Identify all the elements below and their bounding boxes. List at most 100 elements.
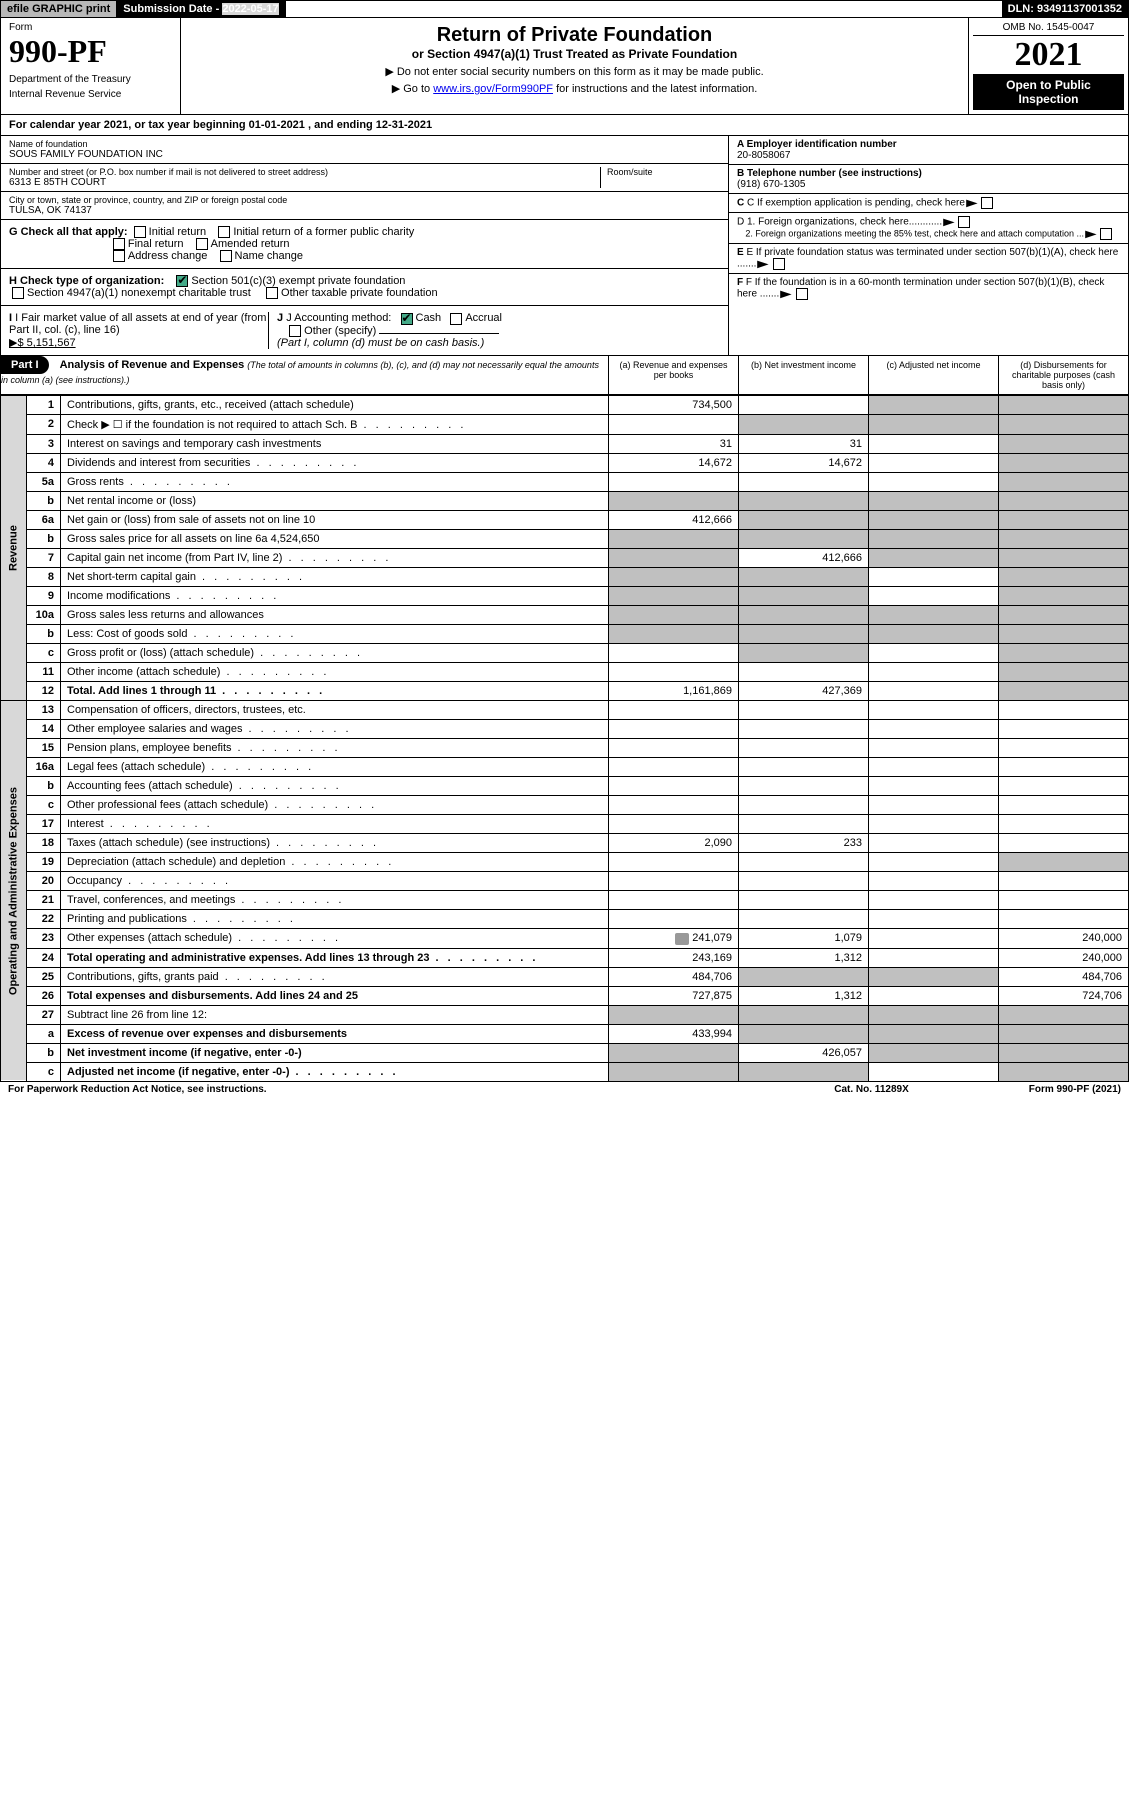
open-public: Open to Public Inspection xyxy=(973,74,1124,110)
value-cell-col-c xyxy=(869,853,999,872)
value-cell-col-a xyxy=(609,739,739,758)
e-terminated-row: E E If private foundation status was ter… xyxy=(729,244,1128,274)
address-change-check[interactable] xyxy=(113,250,125,262)
table-row: 6aNet gain or (loss) from sale of assets… xyxy=(1,511,1129,530)
calendar-year: For calendar year 2021, or tax year begi… xyxy=(0,115,1129,136)
value-cell-col-b xyxy=(739,777,869,796)
col-c-header: (c) Adjusted net income xyxy=(868,356,998,394)
phone-label: B Telephone number (see instructions) xyxy=(737,168,1120,179)
value-cell-col-c xyxy=(869,682,999,701)
value-cell-col-a xyxy=(609,777,739,796)
value-cell-col-c xyxy=(869,777,999,796)
value-cell-col-d xyxy=(999,853,1129,872)
line-number: b xyxy=(27,492,61,511)
table-row: aExcess of revenue over expenses and dis… xyxy=(1,1024,1129,1043)
form990pf-link[interactable]: www.irs.gov/Form990PF xyxy=(433,83,553,95)
phone-value: (918) 670-1305 xyxy=(737,179,1120,190)
value-cell-col-c xyxy=(869,1005,999,1024)
line-number: 11 xyxy=(27,663,61,682)
value-cell-col-c xyxy=(869,929,999,948)
line-description: Accounting fees (attach schedule) xyxy=(61,777,609,796)
value-cell-col-a xyxy=(609,720,739,739)
efile-label[interactable]: efile GRAPHIC print xyxy=(1,1,117,17)
value-cell-col-a xyxy=(609,644,739,663)
room-label: Room/suite xyxy=(607,167,720,177)
amended-return-check[interactable] xyxy=(196,238,208,250)
c-check[interactable] xyxy=(981,197,993,209)
city-label: City or town, state or province, country… xyxy=(9,195,720,205)
table-row: bNet investment income (if negative, ent… xyxy=(1,1043,1129,1062)
value-cell-col-c xyxy=(869,492,999,511)
line-number: 27 xyxy=(27,1005,61,1024)
d1-check[interactable] xyxy=(958,216,970,228)
line-description: Subtract line 26 from line 12: xyxy=(61,1005,609,1024)
e-check[interactable] xyxy=(773,258,785,270)
value-cell-col-c xyxy=(869,1024,999,1043)
accrual-check[interactable] xyxy=(450,313,462,325)
value-cell-col-a xyxy=(609,910,739,929)
value-cell-col-a xyxy=(609,1062,739,1081)
ein-label: A Employer identification number xyxy=(737,139,1120,150)
line-description: Gross profit or (loss) (attach schedule) xyxy=(61,644,609,663)
line-number: 18 xyxy=(27,834,61,853)
value-cell-col-d xyxy=(999,1062,1129,1081)
table-row: bNet rental income or (loss) xyxy=(1,492,1129,511)
value-cell-col-c xyxy=(869,701,999,720)
part1-title: Analysis of Revenue and Expenses xyxy=(60,359,245,371)
value-cell-col-b: 1,079 xyxy=(739,929,869,948)
value-cell-col-a: 727,875 xyxy=(609,986,739,1005)
value-cell-col-c xyxy=(869,625,999,644)
value-cell-col-d xyxy=(999,834,1129,853)
cash-check[interactable] xyxy=(401,313,413,325)
line-number: 22 xyxy=(27,910,61,929)
table-row: 17Interest xyxy=(1,815,1129,834)
value-cell-col-d xyxy=(999,511,1129,530)
value-cell-col-d xyxy=(999,473,1129,492)
value-cell-col-c xyxy=(869,549,999,568)
value-cell-col-c xyxy=(869,415,999,435)
attachment-icon[interactable] xyxy=(675,933,689,945)
info-block: Name of foundation SOUS FAMILY FOUNDATIO… xyxy=(0,136,1129,356)
value-cell-col-d xyxy=(999,777,1129,796)
value-cell-col-d xyxy=(999,492,1129,511)
other-taxable-check[interactable] xyxy=(266,287,278,299)
value-cell-col-d xyxy=(999,530,1129,549)
table-row: 22Printing and publications xyxy=(1,910,1129,929)
d2-check[interactable] xyxy=(1100,228,1112,240)
value-cell-col-a: 433,994 xyxy=(609,1024,739,1043)
other-method-check[interactable] xyxy=(289,325,301,337)
line-description: Gross rents xyxy=(61,473,609,492)
cat-number: Cat. No. 11289X xyxy=(834,1084,908,1095)
value-cell-col-b xyxy=(739,663,869,682)
line-description: Occupancy xyxy=(61,872,609,891)
name-change-check[interactable] xyxy=(220,250,232,262)
501c3-check[interactable] xyxy=(176,275,188,287)
form-header: Form 990-PF Department of the Treasury I… xyxy=(0,18,1129,115)
value-cell-col-d: 724,706 xyxy=(999,986,1129,1005)
street-address: 6313 E 85TH COURT xyxy=(9,177,600,188)
value-cell-col-d xyxy=(999,663,1129,682)
value-cell-col-a xyxy=(609,587,739,606)
initial-return-check[interactable] xyxy=(134,226,146,238)
line-number: 13 xyxy=(27,701,61,720)
form-title: Return of Private Foundation xyxy=(187,24,962,47)
line-description: Net short-term capital gain xyxy=(61,568,609,587)
revenue-side-label: Revenue xyxy=(1,396,27,701)
value-cell-col-b: 1,312 xyxy=(739,986,869,1005)
value-cell-col-b xyxy=(739,701,869,720)
initial-public-check[interactable] xyxy=(218,226,230,238)
value-cell-col-c xyxy=(869,473,999,492)
value-cell-col-d xyxy=(999,1024,1129,1043)
value-cell-col-d xyxy=(999,872,1129,891)
value-cell-col-c xyxy=(869,910,999,929)
final-return-check[interactable] xyxy=(113,238,125,250)
value-cell-col-b: 427,369 xyxy=(739,682,869,701)
4947-check[interactable] xyxy=(12,287,24,299)
value-cell-col-b xyxy=(739,644,869,663)
line-description: Capital gain net income (from Part IV, l… xyxy=(61,549,609,568)
f-check[interactable] xyxy=(796,288,808,300)
value-cell-col-b xyxy=(739,1062,869,1081)
value-cell-col-a xyxy=(609,549,739,568)
value-cell-col-b xyxy=(739,606,869,625)
line-description: Net investment income (if negative, ente… xyxy=(61,1043,609,1062)
